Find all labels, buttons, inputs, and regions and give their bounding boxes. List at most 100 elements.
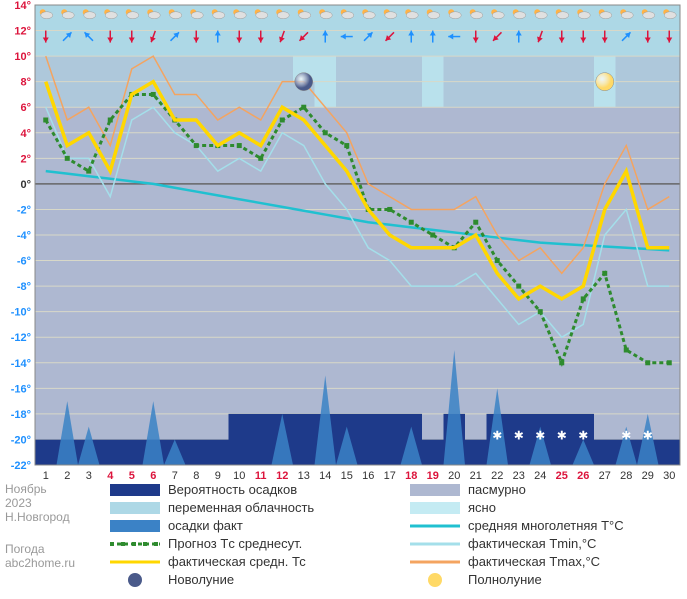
x-axis-label: 8 — [193, 470, 199, 482]
x-axis-label: 28 — [620, 470, 632, 482]
x-axis-label: 11 — [255, 470, 267, 482]
legend-swatch — [110, 502, 160, 514]
y-axis-label: -14° — [11, 358, 31, 370]
x-axis-label: 16 — [362, 470, 374, 482]
legend-marker — [121, 542, 125, 546]
legend-label: Полнолуние — [468, 572, 542, 587]
x-axis-label: 25 — [556, 470, 568, 482]
snow-icon: ✱ — [535, 428, 545, 442]
forecast-line-marker — [65, 156, 70, 161]
y-axis-label: -6° — [17, 256, 31, 268]
x-axis-label: 12 — [276, 470, 288, 482]
x-axis-label: 18 — [405, 470, 417, 482]
legend-label: переменная облачность — [168, 500, 314, 515]
legend-moon — [128, 573, 142, 587]
y-axis-label: -2° — [17, 204, 31, 216]
legend-label: Прогноз Tс среднесут. — [168, 536, 302, 551]
legend-swatch — [110, 484, 160, 496]
forecast-line-marker — [151, 92, 156, 97]
forecast-line-marker — [645, 360, 650, 365]
forecast-line-marker — [409, 220, 414, 225]
forecast-line-marker — [86, 169, 91, 174]
x-axis-label: 1 — [43, 470, 49, 482]
legend-label: Новолуние — [168, 572, 234, 587]
x-axis-label: 6 — [150, 470, 156, 482]
legend-label: пасмурно — [468, 482, 526, 497]
snow-icon: ✱ — [492, 428, 502, 442]
forecast-line-marker — [602, 271, 607, 276]
forecast-line-marker — [430, 233, 435, 238]
legend-label: Вероятность осадков — [168, 482, 297, 497]
weather-chart: 14°12°10°8°6°4°2°0°-2°-4°-6°-8°-10°-12°-… — [0, 0, 687, 599]
y-axis-label: 14° — [14, 0, 31, 12]
forecast-line-marker — [280, 118, 285, 123]
forecast-line-marker — [237, 143, 242, 148]
snow-icon: ✱ — [621, 428, 631, 442]
snow-icon: ✱ — [578, 428, 588, 442]
x-axis-label: 3 — [86, 470, 92, 482]
x-axis-label: 9 — [215, 470, 221, 482]
forecast-line-marker — [301, 105, 306, 110]
legend-label: фактическая Tmax,°С — [468, 554, 600, 569]
y-axis-label: 12° — [14, 26, 31, 38]
legend-swatch — [410, 484, 460, 496]
legend-marker — [154, 542, 158, 546]
chart-svg: 14°12°10°8°6°4°2°0°-2°-4°-6°-8°-10°-12°-… — [0, 0, 687, 599]
x-axis-label: 19 — [427, 470, 439, 482]
legend-swatch — [110, 520, 160, 532]
forecast-line-marker — [473, 220, 478, 225]
x-axis-label: 27 — [599, 470, 611, 482]
legend-marker — [143, 542, 147, 546]
y-axis-label: -20° — [11, 434, 31, 446]
moon-marker — [295, 73, 313, 91]
legend-label: фактическая Tmin,°С — [468, 536, 596, 551]
forecast-line-marker — [538, 309, 543, 314]
x-axis-label: 29 — [642, 470, 654, 482]
y-axis-label: -18° — [11, 409, 31, 421]
y-axis-label: -8° — [17, 281, 31, 293]
y-axis-label: -22° — [11, 460, 31, 472]
snow-icon: ✱ — [643, 428, 653, 442]
legend-marker — [132, 542, 136, 546]
legend-swatch — [410, 502, 460, 514]
y-axis-label: -4° — [17, 230, 31, 242]
forecast-line-marker — [667, 360, 672, 365]
y-axis-label: -10° — [11, 307, 31, 319]
snow-icon: ✱ — [514, 428, 524, 442]
forecast-line-marker — [194, 143, 199, 148]
x-axis-label: 4 — [107, 470, 114, 482]
x-axis-label: 21 — [470, 470, 482, 482]
x-axis-label: 20 — [448, 470, 460, 482]
x-axis-label: 15 — [341, 470, 353, 482]
legend-label: средняя многолетняя Т°С — [468, 518, 624, 533]
x-axis-label: 23 — [513, 470, 525, 482]
side-label: 2023 — [5, 496, 32, 510]
x-axis-label: 22 — [491, 470, 503, 482]
forecast-line-marker — [495, 258, 500, 263]
legend-label: осадки факт — [168, 518, 243, 533]
forecast-line-marker — [323, 130, 328, 135]
forecast-line-marker — [108, 118, 113, 123]
forecast-line-marker — [581, 296, 586, 301]
side-label: abc2home.ru — [5, 556, 75, 570]
x-axis-label: 26 — [577, 470, 589, 482]
legend-label: ясно — [468, 500, 496, 515]
forecast-line-marker — [258, 156, 263, 161]
x-axis-label: 30 — [663, 470, 675, 482]
x-axis-label: 17 — [384, 470, 396, 482]
x-axis-label: 14 — [319, 470, 331, 482]
forecast-line-marker — [43, 118, 48, 123]
y-axis-label: 10° — [14, 51, 31, 63]
y-axis-label: 0° — [20, 179, 31, 191]
x-axis-label: 13 — [298, 470, 310, 482]
moon-marker — [596, 73, 614, 91]
y-axis-label: 6° — [20, 102, 31, 114]
y-axis-label: 4° — [20, 128, 31, 140]
x-axis-label: 7 — [172, 470, 178, 482]
side-label: Ноябрь — [5, 482, 47, 496]
y-axis-label: -16° — [11, 383, 31, 395]
x-axis-label: 24 — [534, 470, 546, 482]
forecast-line-marker — [559, 360, 564, 365]
x-axis-label: 10 — [233, 470, 245, 482]
forecast-line-marker — [516, 284, 521, 289]
